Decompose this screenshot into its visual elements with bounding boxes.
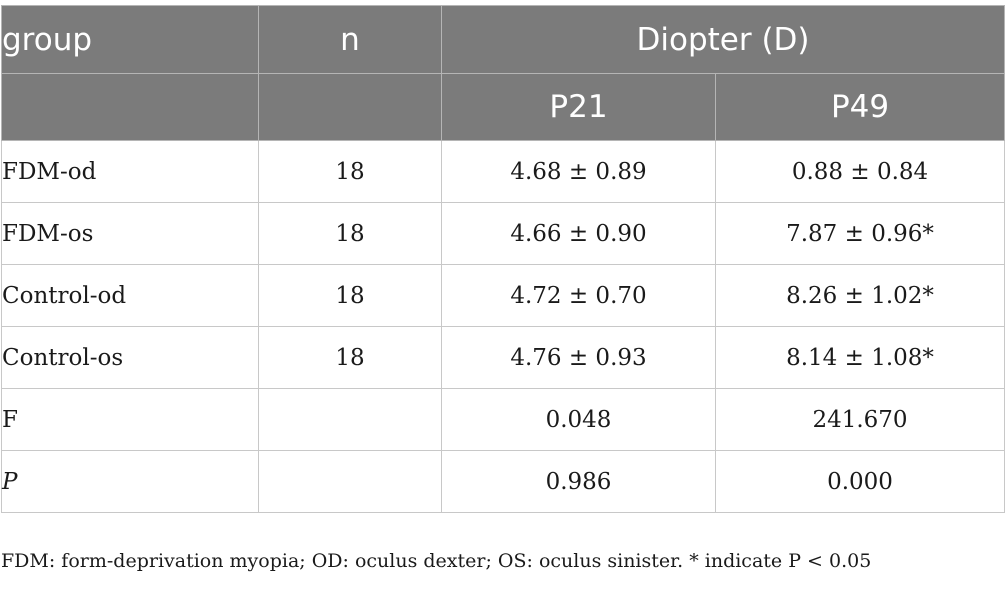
cell-group: FDM-os (1, 202, 259, 265)
cell-n (258, 388, 442, 451)
cell-group: Control-od (1, 264, 259, 327)
header-n-blank (258, 73, 442, 141)
cell-p49: 8.26 ± 1.02* (714, 264, 1005, 327)
table-row: P 0.986 0.000 (1, 450, 1005, 513)
cell-group: FDM-od (1, 140, 259, 203)
cell-n: 18 (258, 202, 442, 265)
cell-group: Control-os (1, 326, 259, 389)
table-row: Control-os 18 4.76 ± 0.93 8.14 ± 1.08* (1, 326, 1005, 389)
cell-p49: 8.14 ± 1.08* (714, 326, 1005, 389)
cell-p21: 4.66 ± 0.90 (441, 202, 716, 265)
cell-group: P (1, 450, 259, 513)
header-group: group (1, 5, 259, 74)
table-row: F 0.048 241.670 (1, 388, 1005, 451)
cell-p49: 0.000 (714, 450, 1005, 513)
table-row: Control-od 18 4.72 ± 0.70 8.26 ± 1.02* (1, 264, 1005, 327)
table-footnote: FDM: form-deprivation myopia; OD: oculus… (1, 550, 872, 572)
table-row: FDM-od 18 4.68 ± 0.89 0.88 ± 0.84 (1, 140, 1005, 203)
cell-p49: 7.87 ± 0.96* (714, 202, 1005, 265)
cell-p49: 0.88 ± 0.84 (714, 140, 1005, 203)
header-row-1: group n Diopter (D) (1, 5, 1005, 74)
cell-n: 18 (258, 140, 442, 203)
cell-n (258, 450, 442, 513)
header-row-2: P21 P49 (1, 73, 1005, 141)
table-row: FDM-os 18 4.66 ± 0.90 7.87 ± 0.96* (1, 202, 1005, 265)
header-diopter: Diopter (D) (440, 5, 1005, 74)
header-group-blank (1, 73, 259, 141)
cell-p21: 0.048 (441, 388, 716, 451)
cell-p21: 4.76 ± 0.93 (441, 326, 716, 389)
cell-p21: 0.986 (441, 450, 716, 513)
cell-p21: 4.68 ± 0.89 (441, 140, 716, 203)
header-n: n (258, 5, 442, 74)
diopter-table: group n Diopter (D) P21 P49 FDM-od 18 4.… (1, 5, 1005, 513)
header-p49: P49 (714, 73, 1005, 141)
header-p21: P21 (441, 73, 716, 141)
cell-group: F (1, 388, 259, 451)
cell-p49: 241.670 (714, 388, 1005, 451)
cell-p21: 4.72 ± 0.70 (441, 264, 716, 327)
cell-n: 18 (258, 264, 442, 327)
cell-n: 18 (258, 326, 442, 389)
